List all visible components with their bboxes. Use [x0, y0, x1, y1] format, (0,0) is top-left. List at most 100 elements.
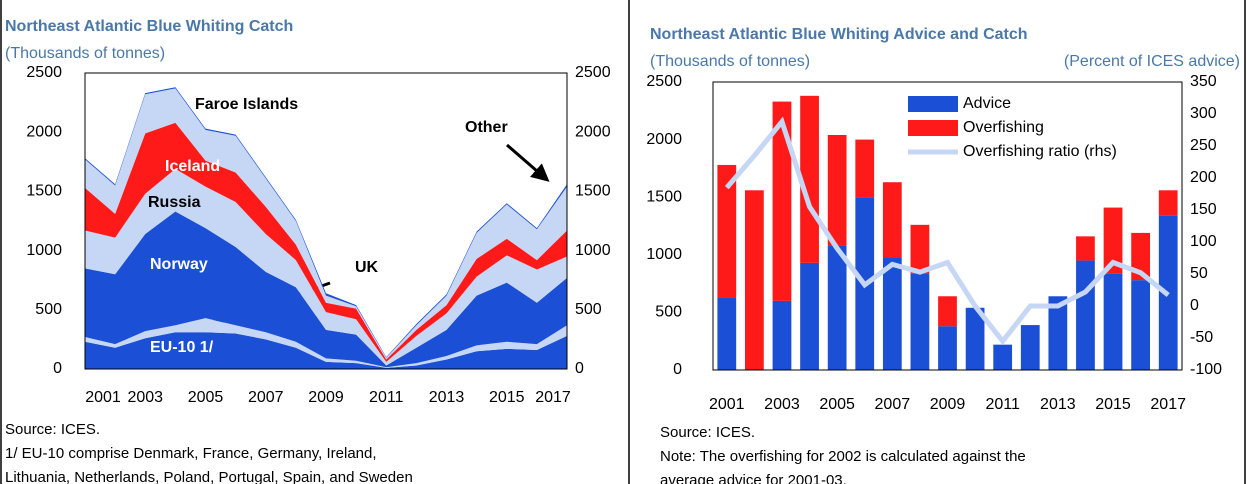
x-tick-label: 2007: [248, 389, 284, 406]
bar: [800, 95, 819, 263]
bar: [938, 326, 957, 370]
bar: [910, 224, 930, 274]
footnote: Note: The overfishing for 2002 is calcul…: [660, 448, 1026, 465]
x-tick-label: 2015: [1095, 396, 1131, 413]
series-label: Norway: [150, 256, 208, 273]
y2-tick-label: 1000: [575, 242, 611, 259]
bar: [1076, 260, 1095, 370]
x-tick-label: 2011: [985, 396, 1020, 413]
series-label: UK: [355, 259, 379, 276]
x-tick-label: 2005: [188, 389, 224, 406]
footnote: 1/ EU-10 comprise Denmark, France, Germa…: [5, 445, 377, 462]
bar: [827, 245, 847, 370]
y2-tick-label: 0: [575, 360, 584, 377]
bar: [1076, 236, 1095, 261]
chart-title: Northeast Atlantic Blue Whiting Advice a…: [650, 26, 1028, 43]
y2-tick-label: 250: [1190, 137, 1217, 154]
bar: [910, 273, 930, 370]
y2-tick-label: 150: [1190, 201, 1217, 218]
chart-title: Northeast Atlantic Blue Whiting Catch: [5, 18, 293, 35]
y-tick-label: 500: [655, 304, 682, 321]
x-tick-label: 2007: [875, 396, 911, 413]
chart-subtitle: (Thousands of tonnes): [5, 45, 165, 62]
x-tick-label: 2003: [127, 389, 163, 406]
x-tick-label: 2017: [1150, 396, 1186, 413]
footnote: Lithuania, Netherlands, Poland, Portugal…: [5, 469, 413, 484]
y2-tick-label: -100: [1190, 361, 1222, 378]
bar: [938, 296, 957, 327]
bar: [882, 257, 902, 370]
area: [85, 318, 567, 368]
bar: [882, 182, 902, 258]
y-tick-label: 2000: [26, 123, 62, 140]
bar: [745, 190, 764, 370]
series-label: Other: [465, 119, 508, 136]
y2-tick-label: 350: [1190, 73, 1217, 90]
x-tick-label: 2003: [764, 396, 800, 413]
footnote: Source: ICES.: [660, 424, 755, 441]
y-tick-label: 2500: [26, 64, 62, 81]
bar: [1103, 207, 1123, 274]
y-tick-label: 500: [35, 301, 62, 318]
y-tick-label: 0: [673, 361, 682, 378]
bar: [1158, 190, 1178, 216]
y2-tick-label: -50: [1190, 329, 1213, 346]
legend-label: Overfishing: [963, 119, 1044, 136]
area: [85, 332, 567, 369]
y2-tick-label: 500: [575, 301, 602, 318]
area: [85, 88, 567, 360]
series-label: Faroe Islands: [195, 96, 298, 113]
y-tick-label: 2000: [646, 131, 682, 148]
y-tick-label: 1500: [646, 188, 682, 205]
x-tick-label: 2005: [819, 396, 855, 413]
y-tick-label: 1500: [26, 183, 62, 200]
bar: [1020, 325, 1040, 370]
area: [85, 122, 567, 362]
bar: [717, 164, 737, 298]
series-label: Iceland: [165, 158, 220, 175]
legend-label: Advice: [963, 95, 1011, 112]
bar: [827, 134, 847, 246]
y2-tick-label: 0: [1190, 297, 1199, 314]
bar: [800, 262, 819, 370]
y2-tick-label: 50: [1190, 265, 1208, 282]
x-tick-label: 2013: [1040, 396, 1076, 413]
y2-tick-label: 2500: [575, 64, 611, 81]
x-tick-label: 2011: [369, 389, 404, 406]
bar: [1048, 296, 1068, 370]
y2-axis-label: (Percent of ICES advice): [1064, 53, 1240, 70]
x-tick-label: 2001: [709, 396, 745, 413]
y2-tick-label: 100: [1190, 233, 1217, 250]
x-tick-label: 2017: [535, 389, 571, 406]
plot-frame: [84, 72, 568, 370]
footnote: average advice for 2001-03.: [660, 472, 847, 484]
bar: [855, 139, 875, 198]
x-tick-label: 2009: [308, 389, 344, 406]
y-tick-label: 1000: [26, 242, 62, 259]
legend-label: Overfishing ratio (rhs): [963, 143, 1117, 160]
line: [724, 116, 1170, 346]
x-tick-label: 2001: [85, 389, 121, 406]
x-tick-label: 2013: [429, 389, 465, 406]
x-tick-label: 2009: [930, 396, 966, 413]
area: [85, 168, 567, 366]
chart-subtitle: (Thousands of tonnes): [650, 53, 810, 70]
bar: [772, 101, 792, 301]
bar: [993, 344, 1013, 370]
footnote: Source: ICES.: [5, 421, 100, 438]
y-tick-label: 2500: [646, 73, 682, 90]
area: [85, 211, 567, 368]
bar: [965, 307, 985, 370]
series-label: Russia: [148, 194, 201, 211]
y-tick-label: 0: [53, 360, 62, 377]
series-label: EU-10 1/: [150, 339, 214, 356]
bar: [717, 297, 737, 370]
legend-swatch: [908, 96, 958, 112]
y2-tick-label: 2000: [575, 123, 611, 140]
x-tick-label: 2015: [489, 389, 525, 406]
bar: [772, 300, 792, 370]
y2-tick-label: 200: [1190, 169, 1217, 186]
y-tick-label: 1000: [646, 246, 682, 263]
